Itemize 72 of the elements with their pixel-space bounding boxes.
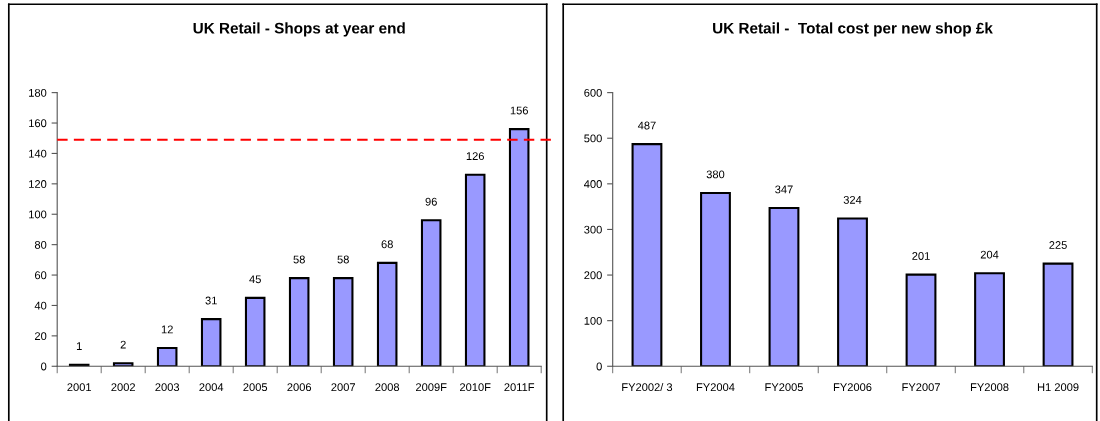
y-tick-label: 500 — [584, 134, 602, 143]
y-tick-label: 0 — [41, 362, 47, 371]
x-tick-label: FY2002/ 3 — [622, 382, 673, 392]
bar — [905, 273, 937, 367]
bar — [200, 318, 222, 367]
x-tick-label: FY2007 — [902, 383, 940, 392]
data-label: 31 — [205, 296, 217, 305]
data-label: 380 — [706, 170, 725, 179]
data-label: 58 — [337, 255, 349, 264]
bar — [244, 296, 266, 367]
y-tick-label: 140 — [29, 149, 47, 158]
data-label: 156 — [510, 106, 528, 115]
y-tick-label: 300 — [584, 225, 602, 234]
x-tick-label: H1 2009 — [1037, 383, 1079, 392]
bar — [631, 143, 663, 367]
x-tick-label: 2003 — [155, 383, 180, 392]
x-tick-label: FY2008 — [970, 383, 1009, 392]
bar — [420, 219, 442, 367]
bar — [288, 277, 310, 367]
bar — [332, 277, 354, 367]
y-tick-label: 120 — [29, 180, 47, 188]
y-tick-label: 200 — [584, 271, 602, 280]
data-label: 126 — [466, 152, 484, 161]
y-tick-label: 100 — [29, 210, 47, 219]
data-label: 58 — [293, 255, 305, 264]
data-label: 204 — [980, 250, 999, 259]
data-label: 324 — [843, 195, 862, 204]
bar — [1042, 262, 1074, 367]
data-label: 1 — [76, 342, 82, 350]
bar — [768, 206, 800, 367]
x-tick-label: 2002 — [111, 383, 135, 392]
x-tick-label: 2006 — [287, 383, 312, 392]
data-label: 225 — [1049, 241, 1067, 249]
data-label: 201 — [912, 252, 930, 260]
bar — [112, 362, 134, 367]
y-tick-label: 0 — [596, 362, 602, 371]
x-tick-label: 2005 — [243, 383, 268, 392]
data-label: 347 — [775, 185, 793, 194]
data-label: 2 — [120, 340, 126, 349]
data-label: 487 — [637, 121, 656, 130]
x-tick-label: 2007 — [331, 383, 355, 392]
chart-title: UK Retail - Shops at year end — [193, 22, 405, 37]
y-tick-label: 20 — [34, 332, 47, 340]
x-tick-label: FY2004 — [696, 383, 735, 392]
bar — [837, 217, 868, 367]
chart-title: UK Retail - Total cost per new shop £k — [713, 22, 993, 37]
bar — [974, 272, 1005, 367]
bar — [464, 173, 486, 367]
x-tick-label: 2011F — [504, 383, 535, 392]
x-tick-label: FY2005 — [765, 383, 803, 392]
bar — [508, 128, 530, 367]
bar — [700, 191, 731, 367]
data-label: 12 — [161, 325, 173, 334]
x-tick-label: 2004 — [199, 383, 224, 392]
x-tick-label: 2008 — [375, 383, 400, 392]
y-tick-label: 600 — [584, 88, 602, 97]
bar — [156, 346, 178, 367]
y-tick-label: 400 — [584, 180, 602, 188]
y-tick-label: 40 — [34, 301, 47, 310]
x-tick-label: 2009F — [416, 383, 447, 392]
data-label: 96 — [425, 197, 437, 206]
y-tick-label: 160 — [29, 119, 47, 128]
data-label: 68 — [381, 240, 393, 249]
y-tick-label: 80 — [34, 240, 47, 249]
y-tick-label: 60 — [34, 271, 47, 280]
x-tick-label: 2010F — [460, 383, 491, 392]
y-tick-label: 100 — [584, 316, 602, 325]
x-tick-label: FY2006 — [833, 383, 872, 392]
y-tick-label: 180 — [29, 88, 47, 97]
x-tick-label: 2001 — [67, 383, 92, 392]
data-label: 45 — [249, 275, 261, 284]
bar — [376, 261, 398, 367]
